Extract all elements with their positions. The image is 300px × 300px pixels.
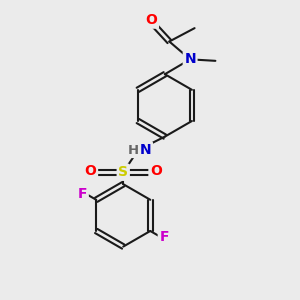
Text: O: O — [150, 164, 162, 178]
Text: S: S — [118, 165, 128, 179]
Text: O: O — [146, 13, 158, 27]
Text: O: O — [85, 164, 97, 178]
Text: H: H — [128, 143, 139, 157]
Text: F: F — [159, 230, 169, 244]
Text: F: F — [78, 187, 87, 200]
Text: N: N — [184, 52, 196, 66]
Text: N: N — [140, 143, 152, 157]
